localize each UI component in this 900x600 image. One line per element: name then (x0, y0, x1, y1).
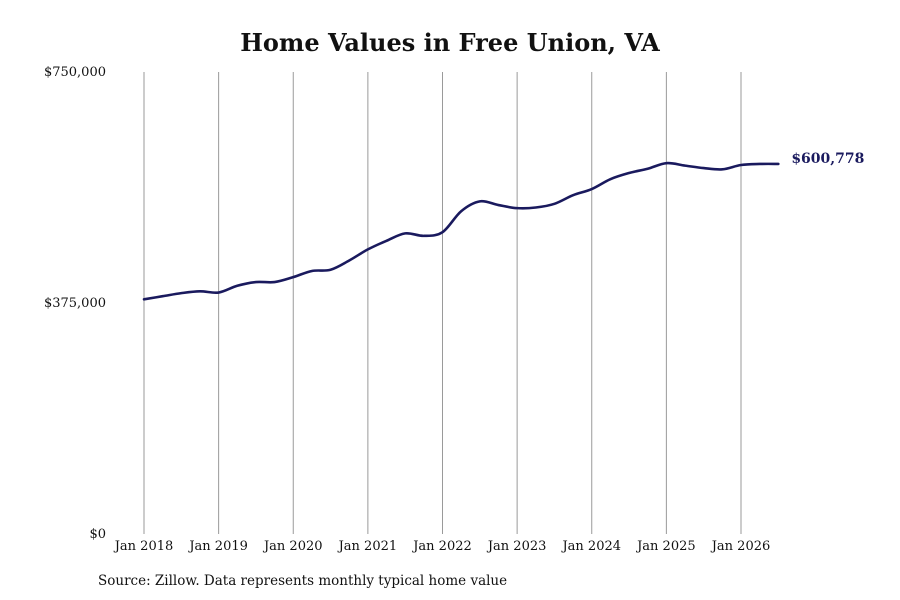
vertical-gridlines (143, 72, 742, 534)
x-tick-label: Jan 2022 (411, 539, 472, 554)
x-tick-label: Jan 2018 (113, 539, 174, 554)
x-tick-label: Jan 2026 (710, 539, 771, 554)
x-tick-label: Jan 2021 (337, 539, 398, 554)
x-tick-label: Jan 2025 (635, 539, 696, 554)
y-tick-label: $750,000 (44, 65, 106, 80)
x-tick-label: Jan 2019 (187, 539, 248, 554)
source-note: Source: Zillow. Data represents monthly … (98, 573, 508, 589)
x-tick-label: Jan 2023 (486, 539, 547, 554)
y-tick-label: $375,000 (44, 296, 106, 311)
x-axis-ticks: Jan 2018 Jan 2019 Jan 2020 Jan 2021 Jan 2022… (113, 539, 771, 554)
x-tick-label: Jan 2020 (262, 539, 323, 554)
end-value-label: $600,778 (791, 151, 864, 167)
y-axis-ticks: $750,000 $375,000 $0 (44, 65, 106, 542)
y-tick-label: $0 (89, 527, 106, 542)
home-value-line (142, 161, 780, 301)
chart-title: Home Values in Free Union, VA (240, 28, 660, 57)
x-tick-label: Jan 2024 (560, 539, 621, 554)
